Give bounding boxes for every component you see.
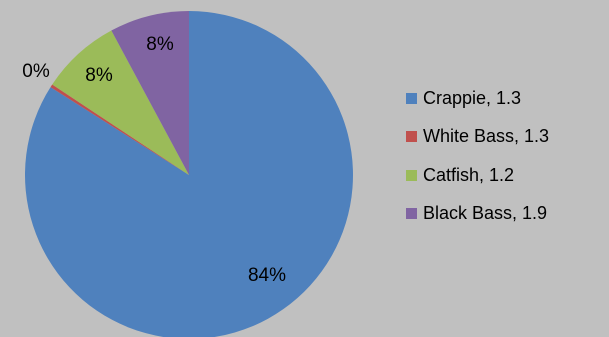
legend-item-black-bass: Black Bass, 1.9 xyxy=(406,203,606,225)
pie-slice-white-bass xyxy=(50,84,189,175)
legend-swatch-catfish xyxy=(406,169,417,181)
pie-slice-black-bass xyxy=(111,11,189,175)
legend-item-crappie: Crappie, 1.3 xyxy=(406,87,606,109)
legend-swatch-black-bass xyxy=(406,208,417,219)
legend-item-white-bass: White Bass, 1.3 xyxy=(406,126,606,148)
legend-label-black-bass: Black Bass, 1.9 xyxy=(423,203,548,223)
pie-slice-crappie xyxy=(25,11,353,337)
legend-label-catfish: Catfish, 1.2 xyxy=(423,164,515,185)
legend-label-crappie: Crappie, 1.3 xyxy=(423,87,522,108)
legend-label-white-bass: White Bass, 1.3 xyxy=(423,126,550,146)
data-label-crappie: 84% xyxy=(248,265,286,286)
legend-swatch-crappie xyxy=(406,92,417,104)
data-label-white-bass: 0% xyxy=(22,61,50,82)
data-label-catfish: 8% xyxy=(85,65,113,86)
data-label-black-bass: 8% xyxy=(146,34,174,55)
legend-swatch-white-bass xyxy=(406,131,417,142)
pie-slice-catfish xyxy=(52,30,190,175)
legend: Crappie, 1.3 White Bass, 1.3 Catfish, 1.… xyxy=(406,87,606,241)
legend-item-catfish: Catfish, 1.2 xyxy=(406,164,606,186)
